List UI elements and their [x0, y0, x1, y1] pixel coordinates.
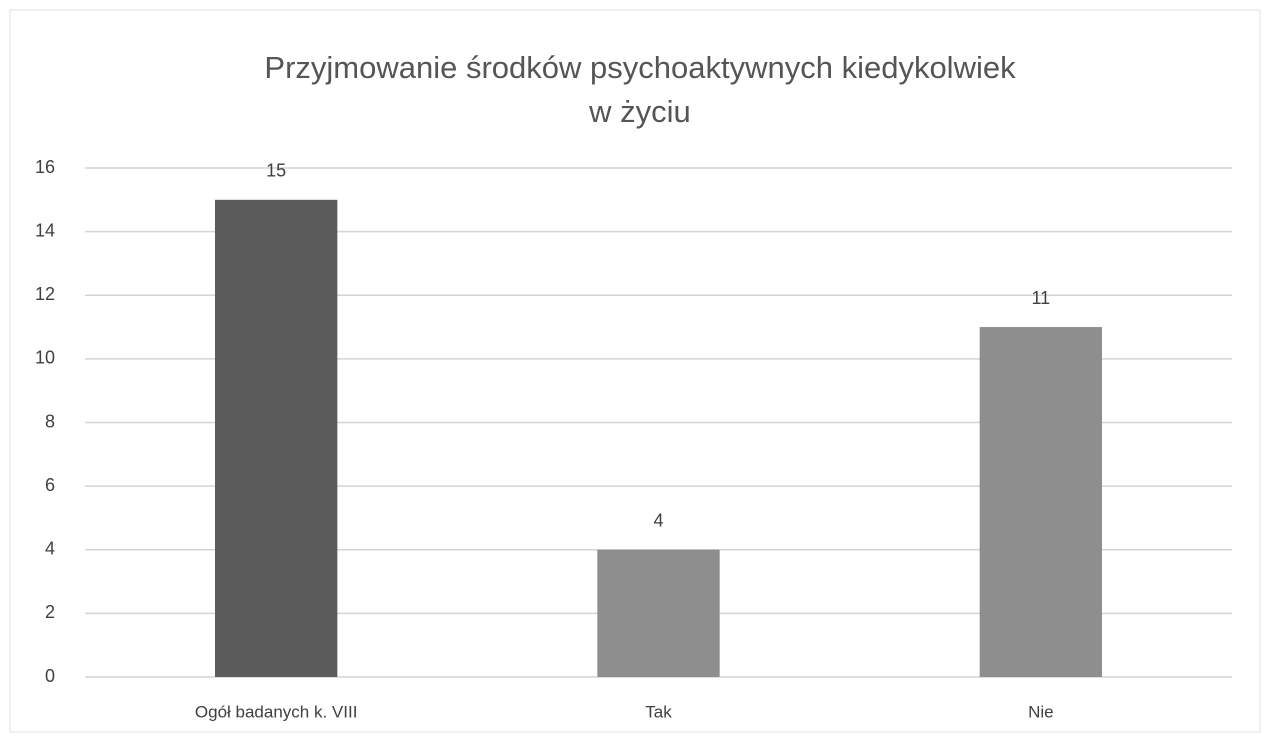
y-tick-label: 12: [35, 284, 55, 304]
value-label: 4: [653, 511, 663, 531]
y-tick-label: 6: [45, 475, 55, 495]
value-label: 15: [266, 161, 286, 181]
value-label: 11: [1031, 288, 1050, 308]
y-tick-label: 4: [45, 539, 55, 559]
bar: [214, 199, 338, 677]
x-tick-label: Ogół badanych k. VIII: [195, 702, 358, 721]
x-tick-label: Tak: [645, 702, 672, 721]
chart-title: Przyjmowanie środków psychoaktywnych kie…: [264, 50, 1016, 85]
y-tick-label: 14: [35, 220, 55, 240]
x-tick-label: Nie: [1028, 702, 1054, 721]
y-tick-label: 2: [45, 602, 55, 622]
bar: [979, 327, 1103, 677]
y-tick-label: 16: [35, 157, 55, 177]
y-tick-label: 8: [45, 411, 55, 431]
y-tick-label: 10: [35, 348, 55, 368]
y-tick-label: 0: [45, 666, 55, 686]
bar: [597, 549, 720, 677]
chart-title: w życiu: [588, 94, 691, 129]
